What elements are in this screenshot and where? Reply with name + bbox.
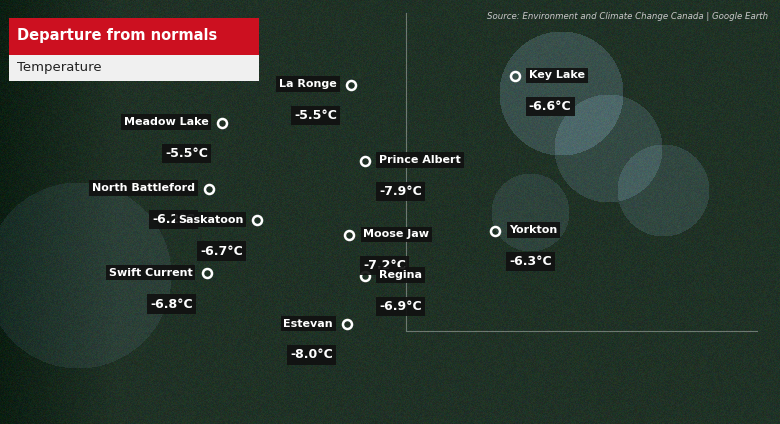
Text: -6.2°C: -6.2°C <box>152 213 195 226</box>
Text: La Ronge: La Ronge <box>279 79 337 89</box>
Text: Source: Environment and Climate Change Canada | Google Earth: Source: Environment and Climate Change C… <box>488 12 768 21</box>
Text: -6.6°C: -6.6°C <box>529 100 572 113</box>
Text: -8.0°C: -8.0°C <box>290 349 333 361</box>
Text: Swift Current: Swift Current <box>109 268 193 278</box>
Text: Prince Albert: Prince Albert <box>379 155 461 165</box>
Text: -6.7°C: -6.7°C <box>200 245 243 257</box>
Text: North Battleford: North Battleford <box>92 183 195 193</box>
Text: Saskatoon: Saskatoon <box>178 215 243 225</box>
Text: -6.8°C: -6.8°C <box>150 298 193 310</box>
Text: -6.9°C: -6.9°C <box>379 300 422 312</box>
Text: -7.9°C: -7.9°C <box>379 185 422 198</box>
Text: Yorkton: Yorkton <box>509 225 558 235</box>
Text: -5.5°C: -5.5°C <box>294 109 337 122</box>
Text: Key Lake: Key Lake <box>529 70 585 81</box>
FancyBboxPatch shape <box>9 18 259 55</box>
Text: -5.5°C: -5.5°C <box>165 147 208 160</box>
Text: -6.3°C: -6.3°C <box>509 255 552 268</box>
Text: Departure from normals: Departure from normals <box>17 28 218 43</box>
Text: Regina: Regina <box>379 270 422 280</box>
Text: -7.2°C: -7.2°C <box>363 259 406 272</box>
Text: Meadow Lake: Meadow Lake <box>123 117 208 127</box>
Text: Temperature: Temperature <box>17 61 101 74</box>
FancyBboxPatch shape <box>9 55 259 81</box>
Text: Estevan: Estevan <box>283 318 333 329</box>
Text: Moose Jaw: Moose Jaw <box>363 229 430 240</box>
